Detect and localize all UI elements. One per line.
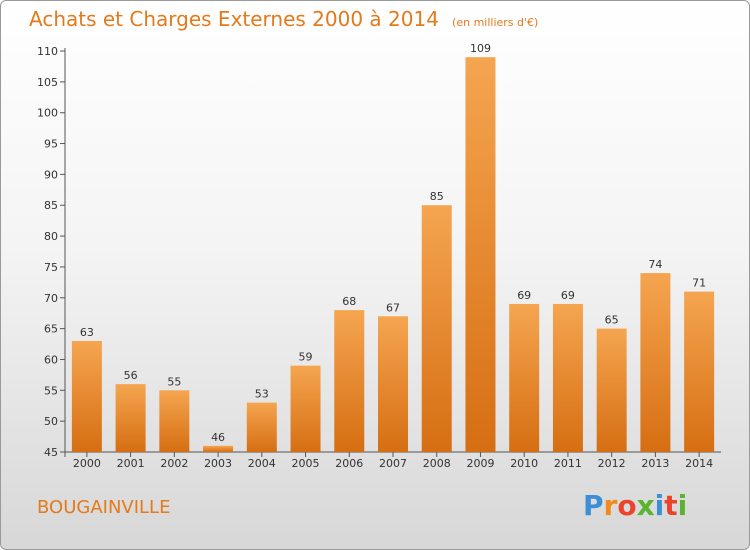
chart-subtitle: (en milliers d'€) [452, 16, 539, 29]
x-tick-label: 2013 [641, 457, 669, 470]
title-row: Achats et Charges Externes 2000 à 2014 (… [29, 7, 538, 31]
data-label: 69 [561, 289, 575, 302]
y-axis: 45 50 55 60 65 70 75 80 85 90 95 100 105 110 [37, 45, 66, 459]
bar [465, 57, 496, 453]
logo-letter: i [654, 489, 665, 522]
y-tick-label: 105 [37, 76, 58, 89]
data-label: 65 [605, 314, 619, 327]
x-tick-label: 2007 [379, 457, 407, 470]
y-tick-label: 65 [44, 323, 58, 336]
x-tick-label: 2011 [554, 457, 582, 470]
logo-letter: o [617, 489, 637, 522]
logo-letter: i [677, 489, 688, 522]
bar [115, 384, 146, 452]
y-tick-label: 50 [44, 415, 58, 428]
proxiti-logo: Proxiti [583, 489, 687, 522]
x-tick-label: 2009 [466, 457, 494, 470]
bar [159, 390, 190, 452]
bar [552, 303, 583, 452]
y-tick-label: 100 [37, 107, 58, 120]
bar [203, 445, 234, 452]
x-tick-label: 2012 [598, 457, 626, 470]
data-label: 69 [517, 289, 531, 302]
x-tick-label: 2005 [292, 457, 320, 470]
bar [509, 303, 540, 452]
bar [421, 205, 452, 452]
commune-name: BOUGAINVILLE [37, 497, 171, 518]
data-label: 53 [255, 388, 269, 401]
bar [334, 310, 365, 452]
y-tick-label: 95 [44, 138, 58, 151]
y-tick-label: 70 [44, 292, 58, 305]
data-label: 71 [692, 277, 706, 290]
data-label: 55 [167, 375, 181, 388]
data-label: 59 [299, 351, 313, 364]
bar [640, 273, 671, 452]
y-tick-label: 80 [44, 230, 58, 243]
y-tick-label: 85 [44, 199, 58, 212]
y-tick-label: 110 [37, 45, 58, 58]
data-label: 56 [124, 369, 138, 382]
bar [71, 340, 102, 452]
y-tick-label: 55 [44, 384, 58, 397]
x-tick-label: 2004 [248, 457, 276, 470]
data-label: 109 [470, 42, 491, 55]
x-tick-label: 2006 [335, 457, 363, 470]
y-tick-label: 90 [44, 168, 58, 181]
bars: 63 56 55 46 53 59 68 67 85 109 69 69 65 74 71 [71, 42, 715, 453]
x-tick-label: 2000 [73, 457, 101, 470]
x-tick-label: 2003 [204, 457, 232, 470]
y-tick-label: 45 [44, 446, 58, 459]
x-tick-label: 2008 [423, 457, 451, 470]
y-tick-label: 60 [44, 353, 58, 366]
logo-letter: r [603, 489, 618, 522]
x-axis: 2000 2001 2002 2003 2004 2005 2006 2007 2008 2009… [60, 451, 721, 470]
logo-letter: t [664, 489, 678, 522]
x-tick-label: 2010 [510, 457, 538, 470]
data-label: 46 [211, 431, 225, 444]
logo-letter: x [636, 489, 655, 522]
bar [246, 402, 277, 452]
data-label: 74 [648, 258, 662, 271]
bar [290, 365, 321, 452]
data-label: 63 [80, 326, 94, 339]
bar [378, 316, 408, 452]
x-tick-label: 2002 [160, 457, 188, 470]
x-tick-label: 2001 [117, 457, 145, 470]
y-tick-label: 75 [44, 261, 58, 274]
logo-letter: P [583, 489, 604, 522]
chart-title: Achats et Charges Externes 2000 à 2014 [29, 7, 439, 31]
data-label: 68 [342, 295, 356, 308]
bar [684, 291, 715, 452]
bar [596, 328, 627, 452]
data-label: 85 [430, 190, 444, 203]
x-tick-label: 2014 [685, 457, 713, 470]
data-label: 67 [386, 301, 400, 314]
